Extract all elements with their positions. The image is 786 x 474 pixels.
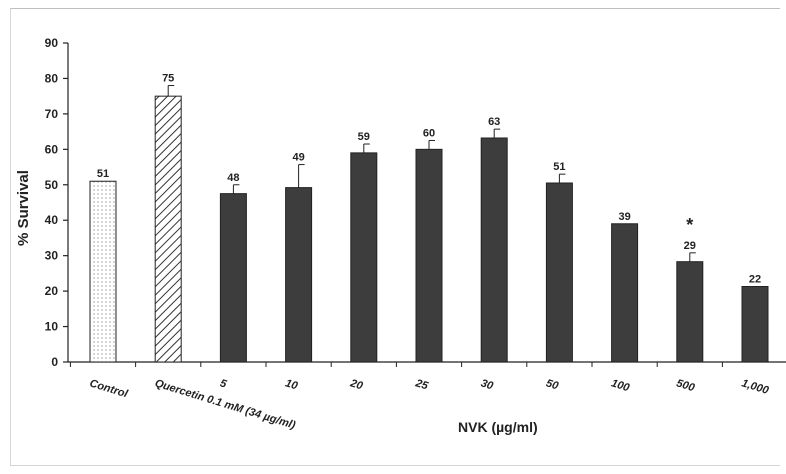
data-label-3: 49 (292, 152, 304, 164)
category-label-5: 25 (413, 377, 430, 393)
data-label-8: 39 (618, 211, 630, 223)
bar-2 (219, 193, 247, 363)
bar-7 (545, 182, 573, 363)
bar-6 (480, 137, 508, 363)
y-tick-label-20: 20 (45, 284, 59, 298)
category-label-4: 20 (348, 377, 365, 393)
bar-5 (415, 148, 443, 363)
bar-8 (611, 223, 639, 363)
data-label-4: 59 (358, 131, 370, 143)
data-label-2: 48 (227, 172, 239, 184)
bar-3 (285, 187, 313, 363)
y-axis-label: % Survival (15, 170, 32, 246)
y-tick-label-0: 0 (51, 355, 58, 369)
y-tick-label-10: 10 (45, 320, 59, 334)
x-axis-label: NVK (µg/ml) (458, 419, 538, 435)
bar-1 (154, 95, 182, 363)
data-label-1: 75 (162, 73, 174, 85)
bars (89, 85, 769, 363)
bar-9 (676, 261, 704, 363)
chart-frame (10, 8, 780, 466)
data-label-5: 60 (423, 127, 435, 139)
category-label-10: 1,000 (740, 377, 771, 397)
y-tick-label-60: 60 (45, 142, 59, 156)
category-label-3: 10 (284, 377, 300, 392)
category-label-2: 5 (219, 377, 229, 391)
data-label-10: 22 (749, 274, 761, 286)
bar-4 (350, 152, 378, 363)
bar-10 (741, 286, 769, 363)
y-tick-label-80: 80 (45, 71, 59, 85)
y-tick-label-90: 90 (45, 36, 59, 50)
data-label-6: 63 (488, 116, 500, 128)
category-label-8: 100 (610, 377, 632, 394)
category-label-6: 30 (479, 377, 495, 392)
y-tick-label-50: 50 (45, 178, 59, 192)
data-label-0: 51 (97, 168, 109, 180)
bar-0 (89, 180, 117, 363)
data-label-7: 51 (553, 161, 565, 173)
data-label-9: 29 (684, 240, 696, 252)
y-tick-label-30: 30 (45, 249, 59, 263)
category-label-0: Control (88, 377, 130, 400)
y-tick-label-40: 40 (45, 213, 59, 227)
category-label-9: 500 (675, 377, 697, 394)
y-tick-label-70: 70 (45, 107, 59, 121)
significance-annotation-0: * (686, 215, 693, 235)
category-label-7: 50 (545, 377, 561, 392)
